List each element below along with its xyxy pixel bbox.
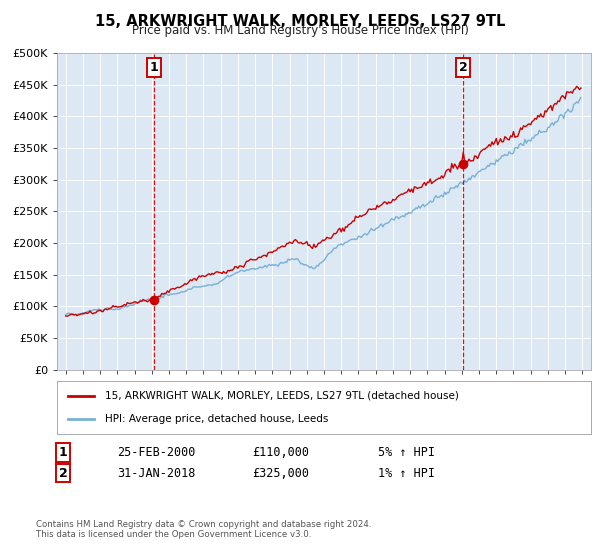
Text: £110,000: £110,000 — [252, 446, 309, 459]
Text: 31-JAN-2018: 31-JAN-2018 — [117, 466, 196, 480]
Text: 5% ↑ HPI: 5% ↑ HPI — [378, 446, 435, 459]
Text: 15, ARKWRIGHT WALK, MORLEY, LEEDS, LS27 9TL (detached house): 15, ARKWRIGHT WALK, MORLEY, LEEDS, LS27 … — [105, 391, 459, 401]
Text: £325,000: £325,000 — [252, 466, 309, 480]
Text: Price paid vs. HM Land Registry's House Price Index (HPI): Price paid vs. HM Land Registry's House … — [131, 24, 469, 37]
Text: 25-FEB-2000: 25-FEB-2000 — [117, 446, 196, 459]
Text: 15, ARKWRIGHT WALK, MORLEY, LEEDS, LS27 9TL: 15, ARKWRIGHT WALK, MORLEY, LEEDS, LS27 … — [95, 14, 505, 29]
Text: Contains HM Land Registry data © Crown copyright and database right 2024.
This d: Contains HM Land Registry data © Crown c… — [36, 520, 371, 539]
Text: 1: 1 — [149, 61, 158, 74]
Text: 2: 2 — [459, 61, 467, 74]
Text: 2: 2 — [59, 466, 67, 480]
Text: 1% ↑ HPI: 1% ↑ HPI — [378, 466, 435, 480]
Text: 1: 1 — [59, 446, 67, 459]
Text: HPI: Average price, detached house, Leeds: HPI: Average price, detached house, Leed… — [105, 414, 328, 424]
